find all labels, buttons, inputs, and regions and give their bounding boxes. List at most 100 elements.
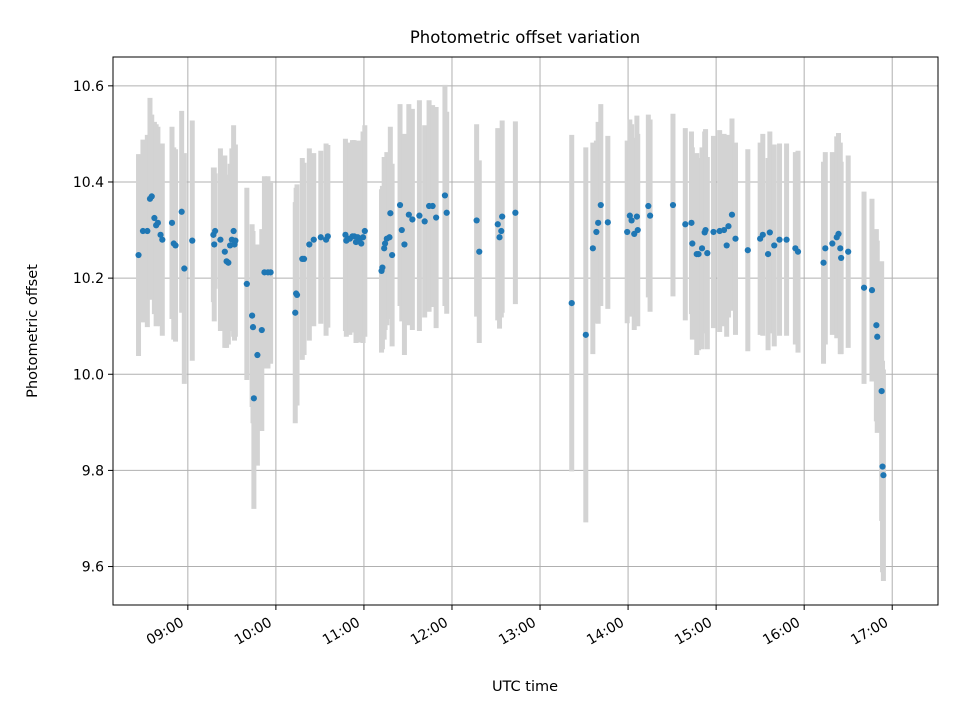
data-point [396, 201, 404, 209]
y-axis-ticks: 9.6 9.8 10.0 10.2 10.4 10.6 [73, 79, 113, 576]
data-point [381, 240, 389, 247]
data-point [389, 251, 396, 259]
data-point [249, 312, 256, 319]
data-point [776, 236, 783, 243]
data-point [441, 192, 449, 199]
y-tick-label: 9.8 [82, 463, 104, 479]
data-point [626, 212, 633, 219]
data-point [135, 251, 142, 259]
data-point [324, 233, 331, 240]
data-point [837, 245, 844, 252]
data-point [212, 227, 219, 235]
data-point [230, 227, 237, 235]
y-tick-label: 9.6 [82, 560, 104, 576]
y-tick-label: 10.0 [73, 367, 104, 383]
data-point [878, 387, 885, 395]
data-point [838, 254, 845, 262]
data-point [151, 214, 158, 222]
data-point [499, 213, 506, 220]
data-point [310, 236, 317, 243]
data-point [292, 309, 299, 316]
data-point [306, 241, 313, 248]
data-point [359, 234, 367, 241]
data-point [379, 264, 386, 271]
data-point [473, 217, 480, 224]
data-point [254, 351, 261, 359]
chart-title: Photometric offset variation [410, 28, 640, 47]
data-point [409, 216, 416, 223]
data-point [595, 219, 602, 226]
data-point [829, 240, 836, 247]
data-point [181, 265, 188, 272]
data-point [645, 202, 652, 210]
data-point [873, 322, 880, 329]
data-point [317, 234, 324, 241]
data-point [387, 210, 394, 217]
data-point [398, 226, 405, 234]
data-point [476, 248, 483, 255]
data-point [689, 240, 696, 247]
x-axis-label: UTC time [492, 679, 558, 695]
data-point [783, 236, 790, 243]
data-point [144, 227, 151, 235]
data-point [168, 219, 176, 226]
data-point [628, 217, 635, 224]
data-point [401, 241, 408, 248]
data-point [159, 236, 166, 243]
data-point [820, 259, 827, 266]
data-point [728, 211, 736, 218]
data-point [211, 241, 218, 248]
data-point [512, 209, 519, 216]
data-point [822, 245, 829, 252]
data-point [405, 211, 412, 218]
data-point [386, 234, 393, 241]
data-point [172, 242, 179, 249]
data-points [135, 192, 887, 479]
data-point [597, 201, 604, 209]
data-point [496, 234, 503, 241]
data-point [300, 255, 308, 262]
data-point [258, 326, 265, 334]
data-point [225, 259, 232, 266]
data-point [860, 284, 868, 291]
data-point [868, 287, 876, 294]
data-point [358, 240, 365, 247]
data-point [593, 228, 600, 236]
data-point [766, 229, 773, 236]
data-point [381, 245, 388, 252]
data-point [589, 245, 596, 252]
data-point [879, 463, 886, 470]
data-point [604, 219, 611, 226]
data-point [764, 250, 772, 258]
data-point [744, 247, 751, 254]
data-point [720, 226, 728, 234]
data-point [154, 219, 162, 226]
data-point [723, 242, 730, 249]
data-point [646, 212, 654, 219]
data-point [702, 226, 709, 234]
data-point [704, 250, 711, 257]
data-point [874, 333, 881, 340]
data-point [568, 300, 575, 307]
data-point [624, 228, 631, 236]
data-point [189, 237, 196, 244]
data-point [267, 269, 274, 276]
data-point [443, 209, 450, 216]
data-point [293, 291, 301, 299]
data-point [157, 231, 164, 238]
data-point [759, 231, 766, 238]
data-point [433, 214, 440, 221]
data-point [429, 202, 436, 210]
y-axis-label: Photometric offset [25, 264, 41, 398]
data-point [221, 248, 228, 255]
data-point [148, 193, 155, 200]
data-point [634, 226, 641, 234]
y-tick-label: 10.4 [73, 175, 104, 191]
data-point [669, 201, 677, 209]
y-tick-label: 10.2 [73, 271, 104, 287]
data-point [732, 235, 739, 242]
data-point [249, 324, 257, 331]
data-point [250, 395, 257, 402]
